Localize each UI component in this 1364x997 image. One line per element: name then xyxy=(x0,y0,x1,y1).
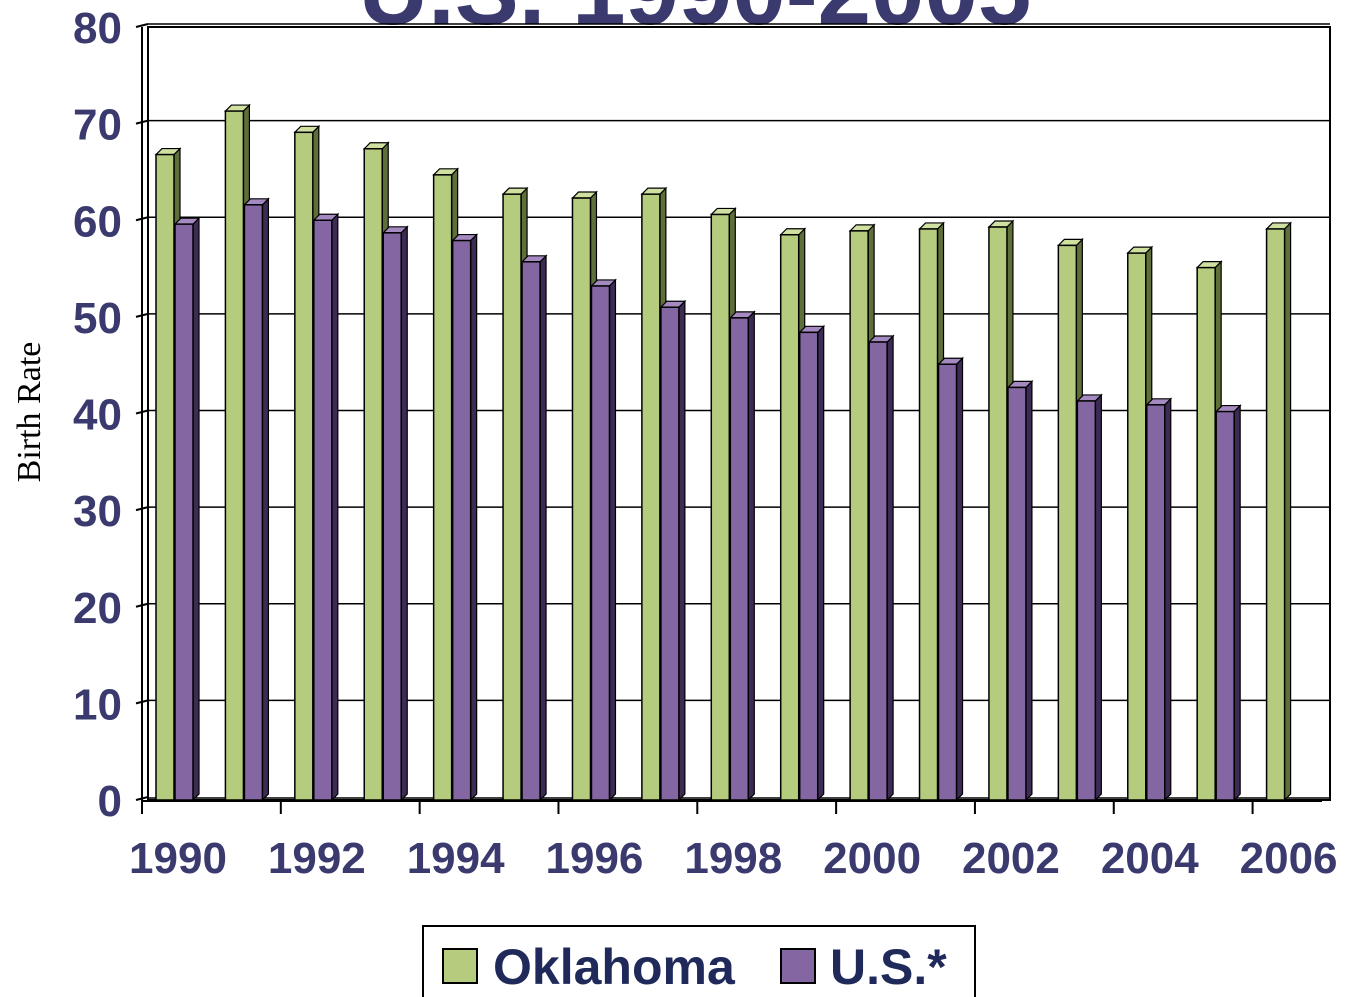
x-tick-label: 1994 xyxy=(407,834,505,883)
y-tick-mark xyxy=(135,409,149,415)
y-tick-mark xyxy=(135,216,149,222)
x-tick-label: 2000 xyxy=(823,834,921,883)
x-tick-label: 1996 xyxy=(546,834,644,883)
bar-U.S.*-1996 xyxy=(590,278,617,802)
legend: Oklahoma U.S.* xyxy=(422,925,976,997)
bar-U.S.*-2003 xyxy=(1075,393,1103,802)
y-tick-mark xyxy=(135,796,149,801)
legend-box xyxy=(422,925,976,997)
x-tick-label: 1992 xyxy=(268,834,366,883)
legend-swatch-oklahoma xyxy=(442,948,478,984)
y-tick-label: 20 xyxy=(73,584,122,633)
y-tick-mark xyxy=(135,506,149,512)
x-tick-label: 2002 xyxy=(962,834,1060,883)
y-tick-label: 80 xyxy=(73,4,122,53)
x-tick-label: 2004 xyxy=(1101,834,1199,883)
bar-U.S.*-2002 xyxy=(1006,379,1034,802)
x-tick-label: 2006 xyxy=(1240,834,1338,883)
y-tick-mark xyxy=(135,602,149,608)
y-axis: 0 10 20 30 40 50 60 70 80 xyxy=(73,4,149,826)
legend-swatch-us xyxy=(780,948,816,984)
y-tick-mark xyxy=(135,699,149,705)
bar-U.S.*-2000 xyxy=(867,334,895,802)
y-tick-label: 40 xyxy=(73,391,122,440)
y-axis-label: Birth Rate xyxy=(11,342,48,483)
y-tick-label: 0 xyxy=(98,777,122,826)
y-tick-label: 70 xyxy=(73,101,122,150)
bar-Oklahoma-2006 xyxy=(1265,221,1293,802)
x-axis: 1990 1992 1994 1996 1998 2000 2002 2004 2006 xyxy=(129,800,1338,883)
bar-U.S.*-1994 xyxy=(451,233,479,802)
bar-U.S.*-2004 xyxy=(1145,397,1173,802)
y-tick-label: 60 xyxy=(73,197,122,246)
bar-U.S.*-1997 xyxy=(659,299,687,802)
y-tick-mark xyxy=(135,23,149,28)
bar-U.S.*-1999 xyxy=(798,324,826,802)
y-tick-label: 50 xyxy=(73,294,122,343)
bar-U.S.*-1998 xyxy=(728,310,756,802)
x-tick-label: 1990 xyxy=(129,834,227,883)
bar-U.S.*-1990 xyxy=(173,216,201,802)
bars xyxy=(154,103,1293,802)
x-tick-label: 1998 xyxy=(684,834,782,883)
legend-label-us: U.S.* xyxy=(830,939,947,995)
bar-U.S.*-1992 xyxy=(312,212,340,802)
bar-U.S.*-1993 xyxy=(381,225,409,802)
bar-U.S.*-2001 xyxy=(937,356,964,802)
bar-U.S.*-1991 xyxy=(242,197,270,802)
y-tick-label: 30 xyxy=(73,487,122,536)
y-tick-mark xyxy=(135,312,149,318)
bar-U.S.*-1995 xyxy=(520,254,548,802)
bar-U.S.*-2005 xyxy=(1214,404,1242,802)
y-tick-label: 10 xyxy=(73,680,122,729)
y-tick-mark xyxy=(135,119,149,125)
legend-label-oklahoma: Oklahoma xyxy=(493,939,736,995)
